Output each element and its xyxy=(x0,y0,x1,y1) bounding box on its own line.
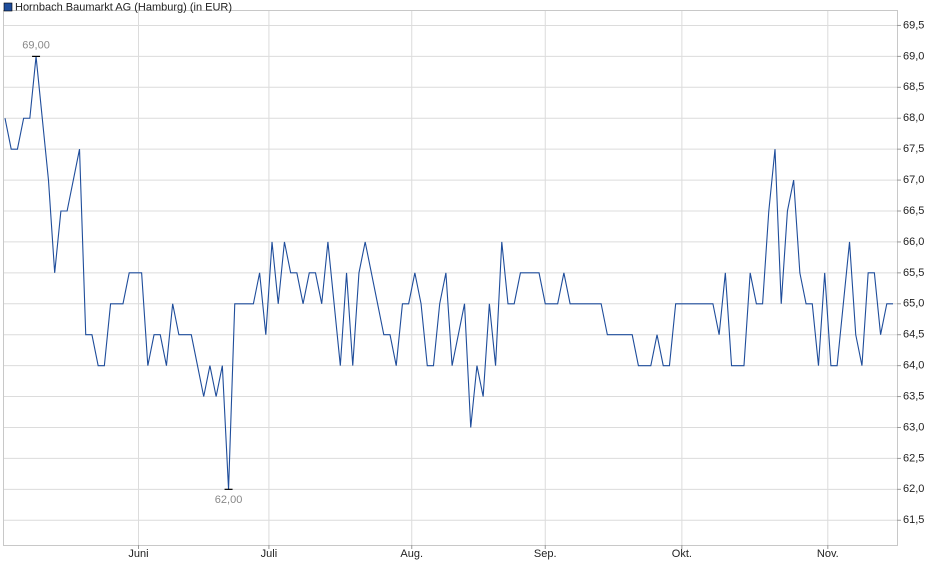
price-line xyxy=(4,56,893,490)
x-tick-label: Juni xyxy=(128,548,148,560)
legend-swatch xyxy=(3,2,13,12)
x-tick-label: Aug. xyxy=(400,548,423,560)
extreme-label: 62,00 xyxy=(215,494,243,506)
y-tick-label: 62,5 xyxy=(903,452,924,464)
x-tick-label: Nov. xyxy=(817,548,839,560)
legend-label: Hornbach Baumarkt AG (Hamburg) (in EUR) xyxy=(15,1,232,13)
y-tick-label: 67,5 xyxy=(903,143,924,155)
y-tick-label: 65,5 xyxy=(903,267,924,279)
y-tick-label: 61,5 xyxy=(903,514,924,526)
plot-area xyxy=(3,10,898,546)
x-tick-label: Sep. xyxy=(534,548,557,560)
x-tick-label: Juli xyxy=(261,548,278,560)
y-tick-label: 69,5 xyxy=(903,19,924,31)
y-tick-label: 66,5 xyxy=(903,205,924,217)
y-tick-label: 66,0 xyxy=(903,236,924,248)
y-tick-label: 63,0 xyxy=(903,421,924,433)
extreme-label: 69,00 xyxy=(22,39,50,51)
y-tick-label: 68,0 xyxy=(903,112,924,124)
y-tick-label: 62,0 xyxy=(903,483,924,495)
y-tick-label: 68,5 xyxy=(903,81,924,93)
y-tick-label: 69,0 xyxy=(903,50,924,62)
y-tick-label: 65,0 xyxy=(903,298,924,310)
y-tick-label: 67,0 xyxy=(903,174,924,186)
y-tick-label: 63,5 xyxy=(903,390,924,402)
x-tick-label: Okt. xyxy=(672,548,692,560)
y-tick-label: 64,5 xyxy=(903,329,924,341)
y-tick-label: 64,0 xyxy=(903,360,924,372)
